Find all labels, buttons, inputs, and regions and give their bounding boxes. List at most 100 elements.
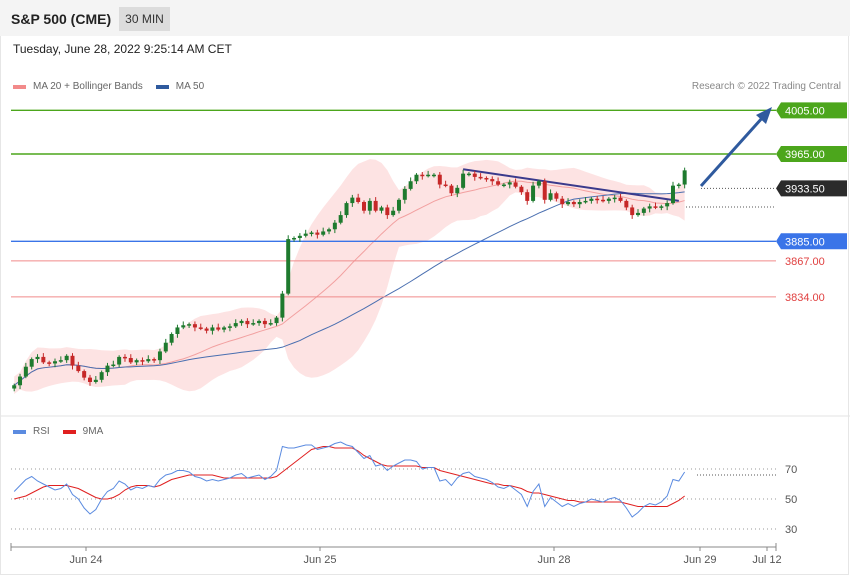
candle-body (431, 174, 436, 177)
candle-body (501, 184, 506, 187)
candle-body (420, 174, 425, 177)
candle-body (70, 355, 75, 366)
candle-body (198, 327, 203, 329)
candle-body (303, 233, 308, 236)
candle-body (426, 174, 431, 177)
level-tag-last (776, 180, 847, 197)
bollinger-band (14, 159, 685, 394)
candle-body (157, 351, 162, 361)
candle-body (321, 231, 326, 235)
candle-body (29, 359, 34, 367)
candle-body (152, 359, 157, 361)
candle-body (53, 361, 58, 364)
candle-body (606, 198, 611, 201)
ma20-legend-label: MA 20 + Bollinger Bands (33, 81, 143, 92)
time-axis-label: Jul 12 (752, 554, 781, 566)
ma50-legend-label: MA 50 (175, 81, 205, 92)
candle-body (478, 176, 483, 179)
candle-body (472, 173, 477, 177)
candle-body (641, 208, 646, 213)
candle-body (12, 385, 17, 389)
level-tag-text: 3885.00 (785, 236, 825, 248)
candle-body (251, 323, 256, 325)
chart-header: S&P 500 (CME) 30 MIN (0, 0, 850, 36)
candle-body (624, 200, 629, 208)
candle-body (653, 206, 658, 208)
time-axis-label: Jun 24 (69, 554, 102, 566)
candle-body (309, 232, 314, 235)
rsi-panel: 70 50 30 (11, 441, 797, 536)
candle-body (466, 173, 471, 176)
candle-body (519, 186, 524, 193)
candle-body (140, 360, 145, 362)
level-tag-text: 4005.00 (785, 105, 825, 117)
candle-body (554, 193, 559, 199)
candle-body (344, 203, 349, 216)
candle-body (169, 333, 174, 343)
candle-body (496, 181, 501, 185)
candle-body (670, 185, 675, 204)
candle-body (122, 356, 127, 359)
rsi-legend: RSI 9MA (13, 426, 103, 437)
rsi-ma-legend-label: 9MA (82, 426, 104, 437)
candle-body (618, 197, 623, 201)
candle-body (134, 360, 139, 363)
candle-body (204, 328, 209, 331)
candle-body (595, 198, 600, 201)
target-arrow-head (756, 107, 772, 124)
ma20-swatch (13, 84, 26, 89)
candle-body (659, 206, 664, 208)
candle-body (490, 179, 495, 182)
candle-body (449, 185, 454, 194)
candle-body (93, 379, 98, 382)
candle-body (443, 184, 448, 187)
candle-body (566, 201, 571, 205)
candle-body (536, 181, 541, 186)
rsi-swatch (13, 429, 26, 434)
candle-body (64, 355, 69, 361)
candle-body (23, 366, 28, 377)
candle-body (128, 357, 133, 363)
candle-body (601, 199, 606, 202)
support-level-label: 3867.00 (785, 256, 825, 268)
candle-body (297, 235, 302, 238)
candle-body (87, 377, 92, 382)
candle-body (268, 323, 273, 325)
timeframe-badge[interactable]: 30 MIN (119, 7, 170, 31)
candle-body (455, 187, 460, 194)
candle-body (396, 199, 401, 211)
ma50-line (13, 191, 685, 386)
candle-body (665, 203, 670, 207)
candle-body (437, 174, 442, 185)
rsi-level-label: 50 (785, 494, 797, 506)
candle-body (41, 356, 46, 363)
level-tags[interactable]: 4005.00 3965.00 3933.50 3885.00 3867.00 3834.… (776, 102, 847, 304)
candle-body (542, 181, 547, 200)
candle-body (513, 182, 518, 187)
descending-trendline (462, 168, 679, 202)
candle-body (117, 356, 122, 365)
time-axis-label: Jun 29 (683, 554, 716, 566)
candle-body (280, 293, 285, 318)
target-arrow-shaft (699, 115, 765, 188)
candle-body (82, 371, 87, 378)
research-credit: Research © 2022 Trading Central (691, 81, 841, 92)
price-levels (11, 109, 776, 298)
time-axis: Jun 24 Jun 25 Jun 28 Jun 29 Jul 12 (10, 543, 782, 566)
candle-body (647, 206, 652, 209)
candle-body (577, 201, 582, 205)
candle-body (531, 185, 536, 201)
candle-body (262, 320, 267, 325)
main-legend: MA 20 + Bollinger Bands MA 50 (13, 81, 204, 92)
candle-body (332, 222, 337, 230)
candle-body (367, 200, 372, 211)
candle-body (414, 174, 419, 182)
rsi-level-label: 70 (785, 464, 797, 476)
candle-body (560, 198, 565, 205)
level-tag-pivot (776, 233, 847, 250)
candle-body (233, 323, 238, 327)
candle-body (222, 327, 227, 330)
level-tag-resistance (776, 145, 847, 162)
candle-body (315, 232, 320, 235)
